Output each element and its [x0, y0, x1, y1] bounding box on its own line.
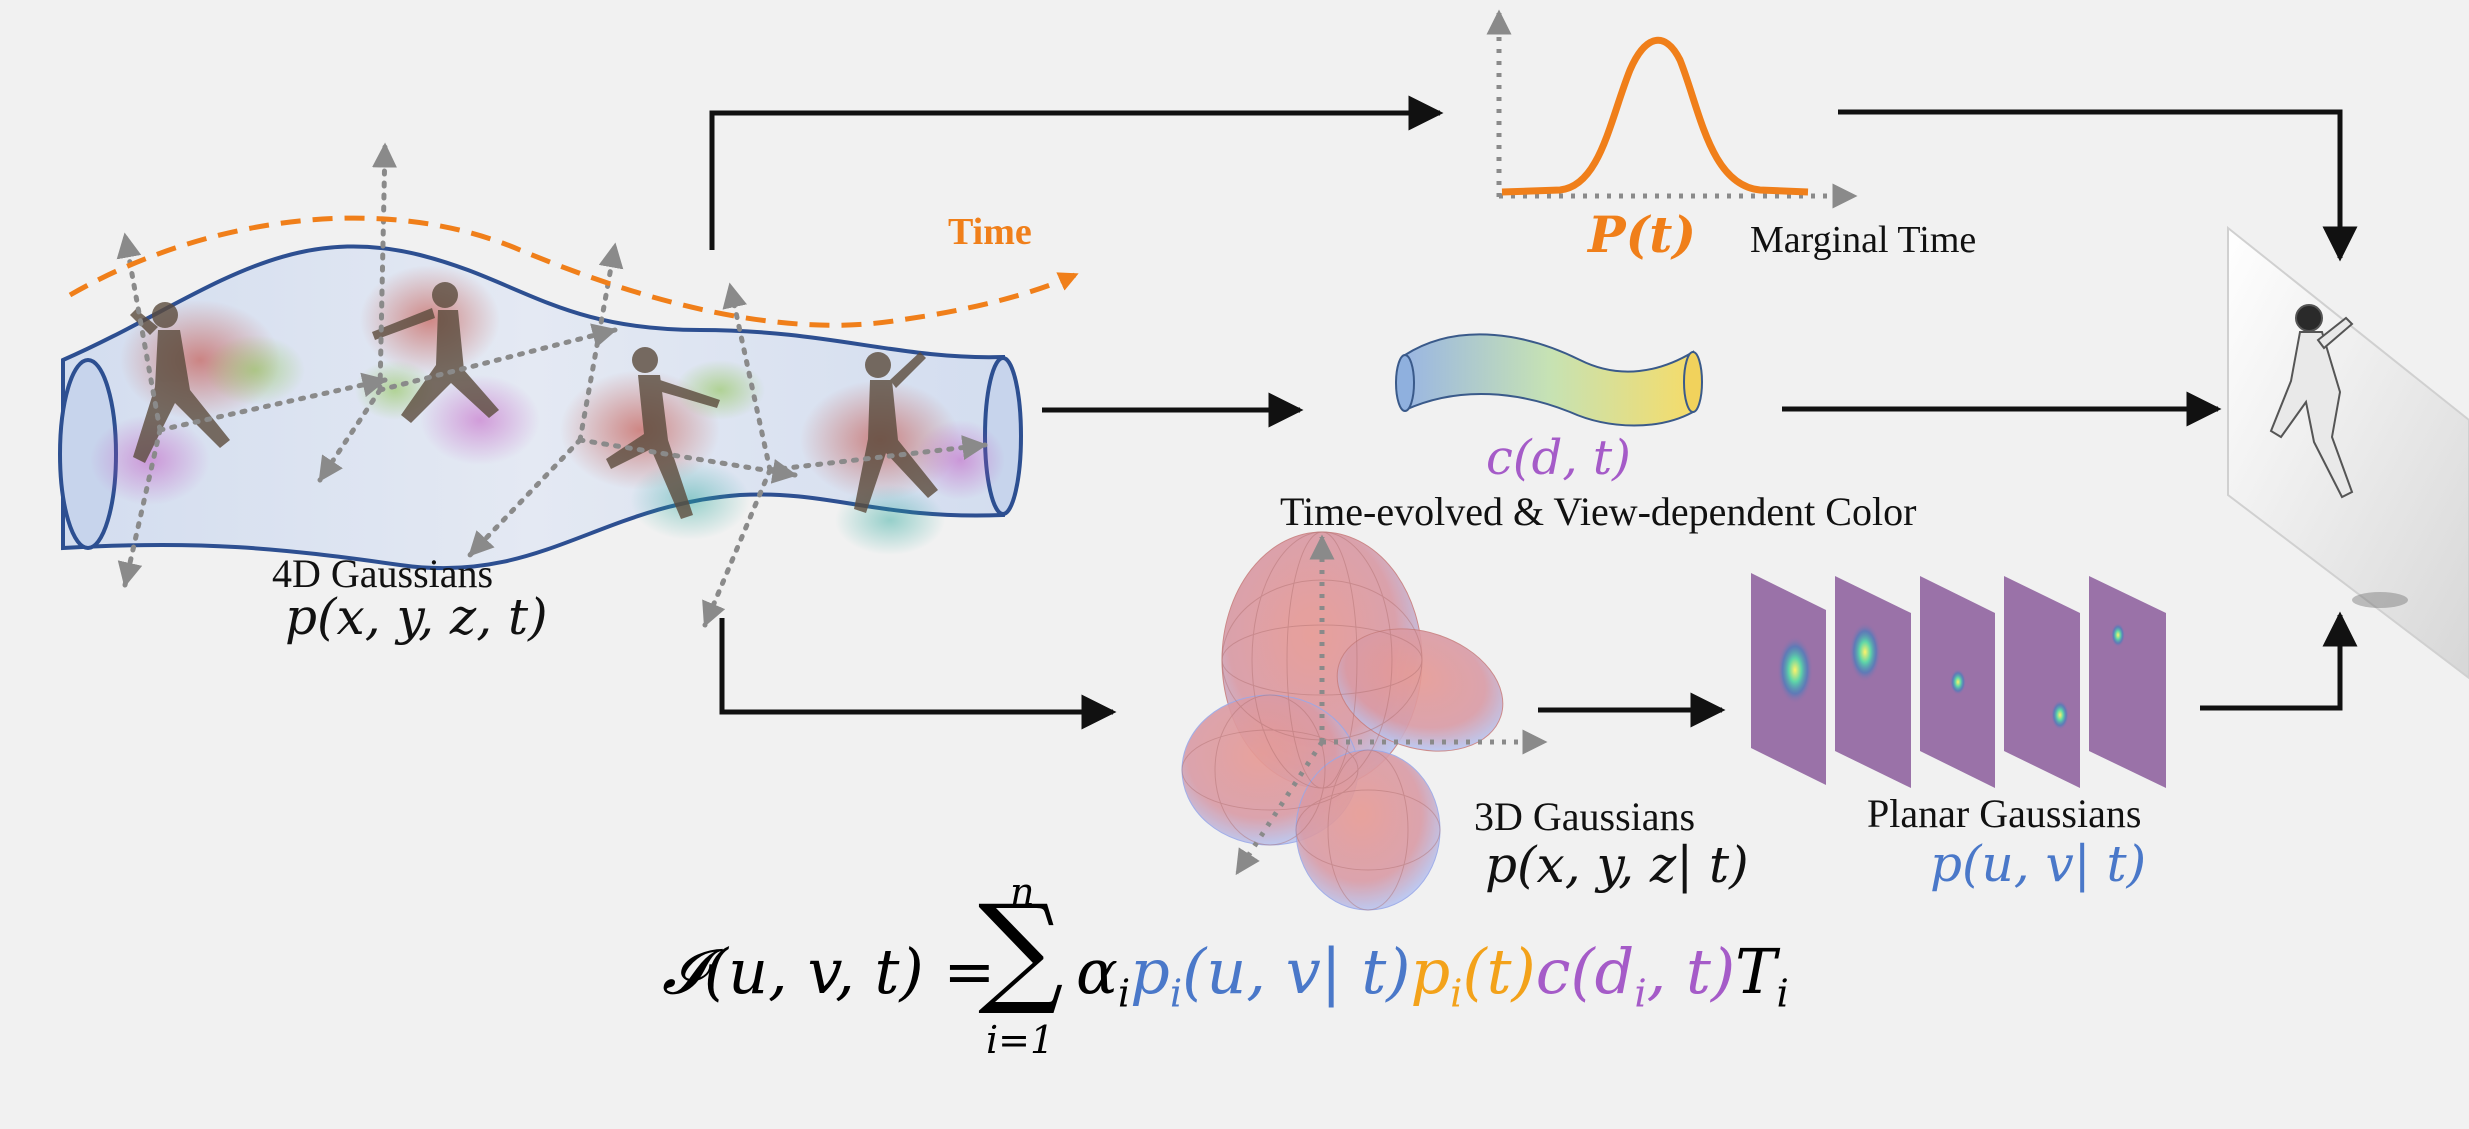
gaussian-blob [205, 335, 305, 405]
gaussian-blob [420, 375, 540, 465]
subscript-i: i [1169, 971, 1183, 1017]
subscript-i: i [1776, 971, 1789, 1017]
p-uv-args: (u, v| t) [1182, 935, 1411, 1008]
arrow-to-3d [719, 618, 1117, 730]
marginal-time-curve [1486, 9, 1858, 209]
gaussian-blob [630, 460, 750, 540]
equation-rhs: αipi(u, v| t)pi(t)c(di, t)Ti [1076, 935, 1789, 1016]
planar-slice [2089, 576, 2166, 788]
planar-slice [1835, 576, 1911, 788]
tube-axes [116, 142, 988, 628]
runner-figure-icon [130, 302, 230, 463]
marginal-time-label: Marginal Time [1750, 219, 1977, 261]
runner-figure-icon [854, 352, 938, 513]
color-term: c(d [1535, 935, 1635, 1008]
rendering-equation: 𝓘(u, v, t) = n ∑ i=1 αipi(u, v| t)pi(t)c… [662, 870, 1792, 1080]
planar-slice [2004, 576, 2080, 788]
p-t-args: (t) [1462, 935, 1536, 1008]
color-term-rest: , t) [1646, 935, 1736, 1008]
arrow-to-marginal [709, 95, 1444, 250]
arrow-marginal-to-render [1838, 109, 2358, 262]
gaussian-blob [360, 265, 500, 375]
gaussian-curve [1501, 36, 1809, 196]
ellipsoid [1295, 749, 1441, 911]
4d-gaussians-label: 4D Gaussians [272, 551, 494, 596]
planar-slice [1920, 576, 1995, 788]
3d-gaussians-label: 3D Gaussians [1474, 794, 1696, 839]
planar-gaussian-slices [1751, 573, 2166, 788]
gaussian-blob [90, 415, 210, 505]
runner-figure-icon [372, 282, 499, 423]
time-label: Time [948, 211, 1032, 253]
planar-slice [1751, 573, 1826, 785]
planar-gaussian-formula: p(u, v| t) [1930, 835, 2147, 893]
marginal-time-formula: P(t) [1588, 205, 1697, 264]
subscript-i: i [1117, 971, 1131, 1017]
planar-gaussians-label: Planar Gaussians [1867, 791, 2142, 836]
gaussian-blob [675, 360, 765, 420]
p-t-term: p [1410, 935, 1451, 1008]
flow-arrows [709, 95, 2358, 730]
p-uv-term: p [1130, 935, 1170, 1008]
sum-lower-limit: i=1 [986, 1018, 1055, 1062]
color-formula: c(d, t) [1486, 430, 1631, 486]
time-curve [68, 215, 1079, 328]
ellipsoid [1336, 628, 1504, 752]
3d-gaussian-ellipsoids [1181, 531, 1548, 911]
rendered-image-plane [2227, 225, 2469, 680]
subscript-i: i [1634, 971, 1647, 1017]
subscript-i: i [1450, 971, 1463, 1017]
equation-lhs: 𝓘(u, v, t) = [662, 935, 996, 1008]
render-shadow [2352, 592, 2408, 608]
3d-gaussian-formula: p(x, y, z| t) [1485, 836, 1749, 894]
runner-figure-icon [606, 347, 720, 519]
gaussian-tube-icon [58, 142, 1079, 628]
arrow-planar-to-render [2200, 611, 2358, 711]
color-caption: Time-evolved & View-dependent Color [1280, 489, 1917, 534]
color-gradient-tube [1395, 333, 1703, 427]
runner-figure-icon [2269, 304, 2354, 499]
transmittance-term: T [1735, 935, 1777, 1008]
sum-symbol: ∑ [978, 880, 1064, 1019]
alpha-symbol: α [1076, 935, 1118, 1008]
4d-gaussian-formula: p(x, y, z, t) [285, 588, 548, 646]
sum-upper-limit: n [1010, 870, 1035, 914]
